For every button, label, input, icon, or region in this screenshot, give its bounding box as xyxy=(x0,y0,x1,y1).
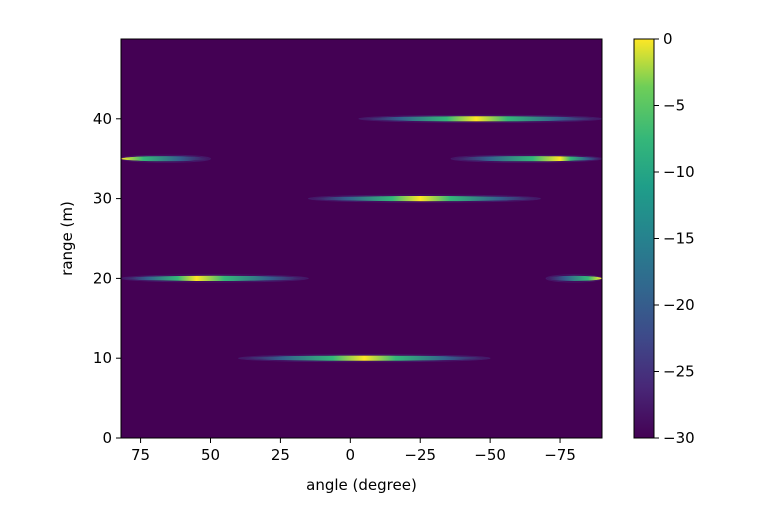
x-tick-label: 50 xyxy=(201,446,220,464)
y-axis-label: range (m) xyxy=(58,201,76,276)
colorbar-tick-label: −5 xyxy=(663,97,685,115)
y-tick-label: 30 xyxy=(93,190,112,208)
target-halo xyxy=(121,154,211,163)
y-tick-label: 40 xyxy=(93,110,112,128)
target-streak xyxy=(546,275,602,281)
colorbar-tick-label: −30 xyxy=(663,429,695,447)
colorbar-tick-label: −10 xyxy=(663,163,695,181)
target-streak xyxy=(450,156,602,162)
target-streak xyxy=(308,196,541,202)
colorbar-tick-label: −25 xyxy=(663,363,695,381)
target-streak xyxy=(121,275,309,281)
colorbar-tick-label: −20 xyxy=(663,296,695,314)
target-halo xyxy=(545,274,602,283)
y-tick-label: 10 xyxy=(93,349,112,367)
x-axis-label: angle (degree) xyxy=(306,476,417,494)
target-halo xyxy=(121,274,309,283)
colorbar-tick-label: 0 xyxy=(663,30,673,48)
target-streak xyxy=(121,156,211,162)
heatmap-background xyxy=(121,39,602,438)
x-tick-label: 0 xyxy=(346,446,356,464)
colorbar-tick-label: −15 xyxy=(663,230,695,248)
target-streak xyxy=(358,116,602,122)
x-tick-label: −50 xyxy=(474,446,506,464)
x-tick-label: −75 xyxy=(544,446,576,464)
target-halo xyxy=(450,154,602,163)
target-halo xyxy=(307,194,541,203)
x-tick-label: −25 xyxy=(404,446,436,464)
target-halo xyxy=(358,114,602,123)
target-streak xyxy=(238,355,491,361)
y-tick-label: 20 xyxy=(93,269,112,287)
x-tick-label: 75 xyxy=(131,446,150,464)
colorbar xyxy=(633,38,655,439)
x-tick-label: 25 xyxy=(271,446,290,464)
target-halo xyxy=(237,354,491,363)
plot-frame xyxy=(120,38,603,439)
y-tick-label: 0 xyxy=(102,429,112,447)
